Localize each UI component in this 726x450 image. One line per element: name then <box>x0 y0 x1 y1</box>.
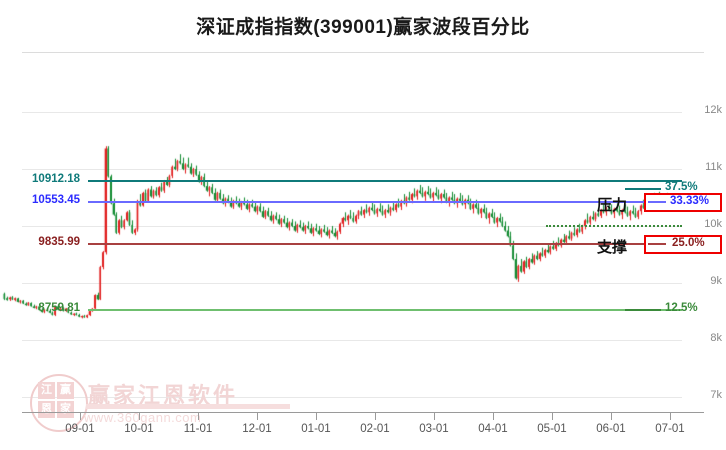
xtick-1 <box>139 413 140 420</box>
xtick-2 <box>198 413 199 420</box>
xtick-label-7: 04-01 <box>478 423 508 435</box>
candlestick-series <box>0 60 726 412</box>
xtick-label-2: 11-01 <box>183 423 213 435</box>
watermark-url: www.360gann.com <box>84 410 202 425</box>
level-pct-33-33: 33.33% <box>670 195 710 207</box>
xtick-label-0: 09-01 <box>65 423 95 435</box>
watermark-seal-icon <box>30 374 88 432</box>
xtick-label-10: 07-01 <box>655 423 685 435</box>
chart-title: 深证成指指数(399001)赢家波段百分比 <box>196 17 530 38</box>
xtick-label-8: 05-01 <box>537 423 567 435</box>
xtick-9 <box>611 413 612 420</box>
watermark-bar <box>86 404 290 409</box>
xtick-5 <box>375 413 376 420</box>
x-axis-line <box>22 412 704 413</box>
level-price-33-33: 10553.45 <box>32 194 80 206</box>
plot-area: 12k 11k 10k 9k 8k 7k 10912.18 37.5% 1055… <box>0 60 726 412</box>
xtick-0 <box>80 413 81 420</box>
resistance-box <box>644 193 722 212</box>
seal-cell-2: 赢 <box>57 382 74 399</box>
xtick-4 <box>316 413 317 420</box>
level-stub-12-5 <box>625 309 661 311</box>
support-box <box>644 235 722 254</box>
seal-cell-3: 恩 <box>38 401 55 418</box>
resistance-label: 压力 <box>597 197 628 214</box>
level-pct-25-0: 25.0% <box>672 237 705 249</box>
level-stub-37-5 <box>625 188 661 190</box>
xtick-label-5: 02-01 <box>360 423 390 435</box>
xtick-label-3: 12-01 <box>242 423 272 435</box>
seal-cell-4: 家 <box>57 401 74 418</box>
xtick-label-6: 03-01 <box>419 423 449 435</box>
xtick-7 <box>493 413 494 420</box>
level-stub-25-0 <box>648 243 666 245</box>
watermark-seal-grid: 江 赢 恩 家 <box>38 382 76 420</box>
xtick-label-1: 10-01 <box>124 423 154 435</box>
level-stub-33-33 <box>648 201 666 203</box>
level-pct-37-5: 37.5% <box>665 181 698 193</box>
xtick-3 <box>257 413 258 420</box>
level-pct-12-5: 12.5% <box>665 302 698 314</box>
level-price-37-5: 10912.18 <box>32 173 80 185</box>
level-line-10k-dotted <box>546 225 682 227</box>
seal-cell-1: 江 <box>38 382 55 399</box>
support-label: 支撑 <box>597 239 628 256</box>
xtick-6 <box>434 413 435 420</box>
level-line-37-5 <box>88 180 682 182</box>
level-line-12-5 <box>88 309 682 311</box>
xtick-8 <box>552 413 553 420</box>
xtick-label-4: 01-01 <box>301 423 331 435</box>
level-line-33-33 <box>88 201 682 203</box>
level-line-25-0 <box>88 243 682 245</box>
xtick-10 <box>670 413 671 420</box>
watermark-brand: 赢家江恩软件 <box>88 383 239 408</box>
level-price-12-5: 8759.81 <box>38 302 80 314</box>
level-price-25-0: 9835.99 <box>38 236 80 248</box>
title-divider <box>22 52 704 53</box>
xtick-label-9: 06-01 <box>596 423 626 435</box>
